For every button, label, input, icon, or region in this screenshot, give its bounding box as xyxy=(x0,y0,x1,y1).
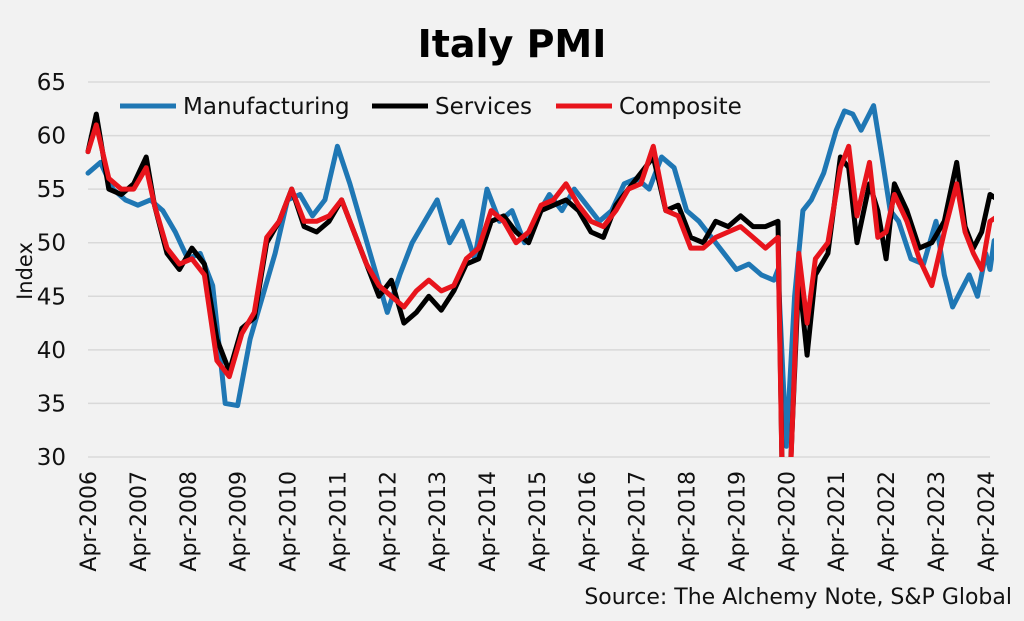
y-tick-label: 50 xyxy=(37,231,66,257)
y-tick-label: 40 xyxy=(37,338,66,364)
x-tick-label: Apr-2024 xyxy=(975,471,1000,572)
x-tick-label: Apr-2017 xyxy=(626,471,651,572)
x-tick-label: Apr-2019 xyxy=(725,471,750,572)
series-lines xyxy=(85,103,994,457)
x-tick-label: Apr-2021 xyxy=(825,471,850,572)
chart-title: Italy PMI xyxy=(418,22,607,66)
y-tick-label: 35 xyxy=(37,391,66,417)
y-tick-label: 30 xyxy=(37,445,66,471)
x-tick-label: Apr-2020 xyxy=(775,471,800,572)
y-tick-label: 65 xyxy=(37,70,66,96)
x-tick-label: Apr-2018 xyxy=(676,471,701,572)
x-tick-label: Apr-2007 xyxy=(127,471,152,572)
x-tick-label: Apr-2008 xyxy=(177,471,202,572)
y-axis-ticks: 30 35 40 45 50 55 60 65 xyxy=(37,70,66,471)
series-line-composite xyxy=(85,122,994,457)
y-tick-label: 45 xyxy=(37,284,66,310)
x-tick-label: Apr-2011 xyxy=(326,471,351,572)
x-tick-label: Apr-2012 xyxy=(376,471,401,572)
x-tick-label: Apr-2009 xyxy=(227,471,252,572)
y-tick-label: 55 xyxy=(37,177,66,203)
legend-label-services: Services xyxy=(435,94,532,120)
x-tick-label: Apr-2023 xyxy=(925,471,950,572)
x-tick-label: Apr-2013 xyxy=(426,471,451,572)
x-tick-label: Apr-2014 xyxy=(476,471,501,572)
x-tick-label: Apr-2010 xyxy=(277,471,302,572)
source-note: Source: The Alchemy Note, S&P Global xyxy=(584,585,1012,610)
legend-label-composite: Composite xyxy=(619,94,742,120)
x-axis-ticks: Apr-2006 Apr-2007 Apr-2008 Apr-2009 Apr-2010… xyxy=(77,471,1000,572)
x-tick-label: Apr-2015 xyxy=(526,471,551,572)
legend-label-manufacturing: Manufacturing xyxy=(183,94,350,120)
x-tick-label: Apr-2022 xyxy=(875,471,900,572)
y-axis-label: Index xyxy=(13,242,37,300)
y-tick-label: 60 xyxy=(37,124,66,150)
legend: Manufacturing Services Composite xyxy=(120,94,742,120)
series-line-manufacturing xyxy=(85,103,994,449)
x-tick-label: Apr-2006 xyxy=(77,471,102,572)
x-tick-label: Apr-2016 xyxy=(576,471,601,572)
